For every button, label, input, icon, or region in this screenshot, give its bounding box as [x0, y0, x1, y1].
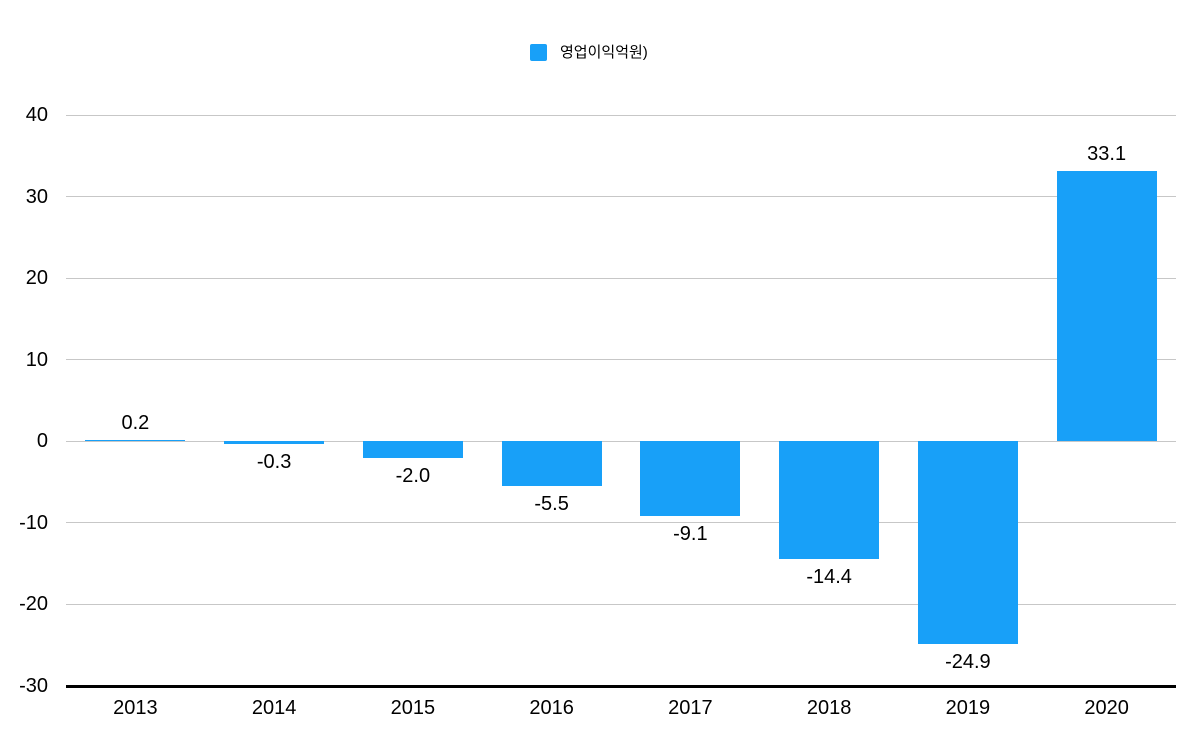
- y-tick-label: 40: [25, 104, 48, 126]
- legend-label: 영업이익억원): [560, 44, 648, 61]
- y-tick-label: -30: [19, 675, 48, 697]
- gridline: [66, 440, 1176, 442]
- y-tick-label: -10: [19, 511, 48, 534]
- bar[interactable]: [224, 441, 325, 444]
- x-tick-label: 2019: [945, 697, 991, 719]
- legend-swatch-icon: [530, 44, 547, 61]
- bar[interactable]: [501, 441, 602, 487]
- bar[interactable]: [779, 441, 880, 559]
- bar[interactable]: [917, 441, 1018, 645]
- bar-value-label: 33.1: [1087, 143, 1127, 166]
- y-tick-label: 30: [25, 185, 48, 208]
- x-tick-label: 2018: [806, 697, 852, 719]
- bar-value-label: -24.9: [945, 651, 991, 674]
- x-tick-label: 2013: [113, 697, 158, 719]
- gridline: [66, 522, 1176, 524]
- bar-value-label: 0.2: [121, 411, 150, 434]
- x-tick-label: 2014: [251, 697, 297, 719]
- x-tick-label: 2017: [668, 697, 713, 719]
- legend-item[interactable]: 영업이익억원): [530, 44, 648, 61]
- x-tick-label: 2015: [390, 697, 436, 719]
- bar[interactable]: [362, 441, 463, 458]
- x-axis-line: [66, 684, 1176, 688]
- y-tick-label: -20: [19, 593, 48, 616]
- gridline: [66, 277, 1176, 279]
- y-tick-label: 10: [25, 348, 48, 371]
- x-tick-label: 2016: [529, 697, 574, 719]
- bar[interactable]: [85, 439, 186, 442]
- y-tick-label: 0: [36, 430, 48, 453]
- gridline: [66, 114, 1176, 116]
- bar[interactable]: [640, 441, 741, 516]
- bar-value-label: -5.5: [534, 493, 569, 516]
- bar-value-label: -9.1: [673, 522, 708, 545]
- bar-value-label: -0.3: [256, 450, 292, 473]
- gridline: [66, 603, 1176, 605]
- bar-value-label: -14.4: [806, 565, 852, 588]
- gridline: [66, 359, 1176, 361]
- bar[interactable]: [1056, 171, 1157, 442]
- bar-value-label: -2.0: [395, 464, 431, 487]
- x-tick-label: 2020: [1084, 697, 1129, 719]
- gridline: [66, 196, 1176, 198]
- y-tick-label: 20: [25, 267, 48, 290]
